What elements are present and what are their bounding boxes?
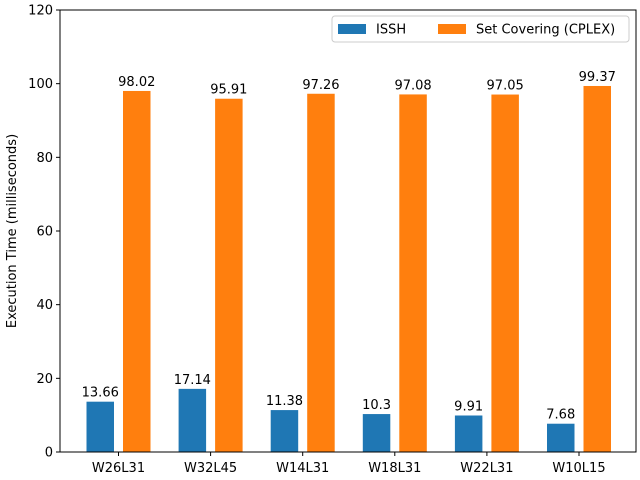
bar-value-label: 97.05	[487, 79, 524, 94]
bar-set-covering	[491, 94, 519, 452]
x-tick-label: W26L31	[92, 461, 145, 476]
bar-labels-layer: 13.66 98.02 17.14 95.91 11.38 97.26 10.3 97.08 9…	[82, 70, 616, 423]
bar-set-covering	[123, 90, 151, 453]
legend-swatch	[338, 24, 366, 34]
y-axis: 0 20 40 60 80 100 120	[28, 4, 60, 461]
plot-frame	[59, 9, 637, 453]
x-tick-label: W14L31	[276, 461, 329, 476]
bar-value-label: 10.3	[362, 398, 391, 413]
legend-label: ISSH	[376, 23, 406, 38]
bar-value-label: 95.91	[210, 83, 247, 98]
y-tick-label: 60	[36, 225, 53, 240]
legend: ISSH Set Covering (CPLEX)	[331, 15, 630, 43]
bar-value-label: 9.91	[454, 399, 483, 414]
bar-set-covering	[583, 85, 611, 452]
legend-swatch	[438, 24, 466, 34]
bar-value-label: 11.38	[266, 394, 303, 409]
y-tick-label: 40	[36, 298, 53, 313]
y-axis-title: Execution Time (milliseconds)	[5, 134, 20, 328]
x-tick-label: W18L31	[368, 461, 421, 476]
bar-value-label: 99.37	[579, 70, 616, 85]
bar-issh	[454, 415, 483, 452]
bar-issh	[362, 414, 391, 452]
x-axis: W26L31 W32L45 W14L31 W18L31 W22L31 W10L15	[92, 452, 606, 476]
legend-box	[331, 15, 630, 43]
bar-set-covering	[307, 93, 335, 452]
y-tick-label: 120	[28, 4, 53, 19]
bar-issh	[270, 410, 299, 452]
bar-issh	[178, 388, 207, 452]
bars-layer	[86, 85, 611, 453]
bar-issh	[86, 401, 114, 452]
x-tick-label: W22L31	[460, 461, 513, 476]
bar-value-label: 7.68	[546, 408, 575, 423]
y-tick-label: 80	[36, 151, 53, 166]
bar-value-label: 17.14	[174, 373, 211, 388]
y-tick-label: 0	[45, 446, 53, 461]
bar-value-label: 97.26	[302, 78, 339, 93]
bar-set-covering	[215, 98, 243, 452]
x-tick-label: W10L15	[552, 461, 605, 476]
bar-value-label: 97.08	[394, 78, 431, 93]
bar-value-label: 13.66	[82, 386, 119, 401]
y-tick-label: 100	[28, 77, 53, 92]
bar-value-label: 98.02	[118, 75, 155, 90]
bar-set-covering	[399, 94, 427, 452]
legend-label: Set Covering (CPLEX)	[476, 23, 615, 38]
y-tick-label: 20	[36, 372, 53, 387]
x-tick-label: W32L45	[184, 461, 237, 476]
bar-issh	[547, 423, 575, 452]
